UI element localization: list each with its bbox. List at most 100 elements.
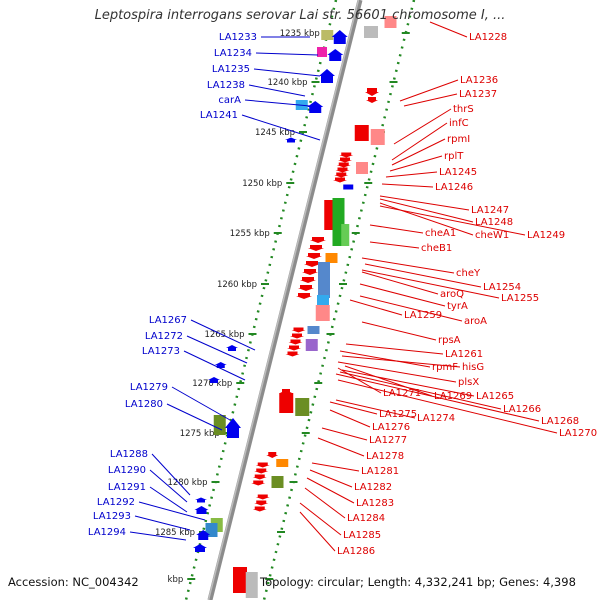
gene-label-minus: aroA (464, 316, 487, 327)
leader-line (190, 319, 256, 351)
gene-label-minus: LA1246 (435, 182, 473, 193)
gene-feature-minus (336, 162, 351, 168)
gene-label-minus: LA1278 (366, 451, 404, 462)
leader-line (339, 371, 502, 410)
gene-label-plus: LA1267 (149, 315, 187, 326)
gene-feature-minus (317, 295, 329, 305)
gene-label-minus: LA1265 (476, 391, 514, 402)
gene-label-minus: LA1284 (347, 513, 385, 524)
leader-line (341, 369, 475, 397)
gene-feature-minus (384, 16, 397, 28)
gene-feature-minus (365, 88, 379, 96)
gene-feature-minus (304, 261, 320, 267)
leader-line (241, 114, 321, 141)
leader-line (299, 502, 342, 536)
leader-line (244, 99, 311, 107)
gene-feature-plus (226, 345, 238, 351)
leader-line (391, 138, 446, 166)
kbp-tick-label: 1285 kbp (155, 528, 195, 538)
gene-label-plus: LA1272 (145, 331, 183, 342)
leader-line (166, 403, 223, 431)
gene-feature-minus (276, 459, 289, 467)
gene-label-minus: LA1270 (559, 428, 597, 439)
leader-line (149, 486, 188, 513)
gene-feature-minus (296, 293, 312, 299)
gene-feature-plus (205, 523, 218, 537)
gene-label-plus: LA1291 (108, 482, 146, 493)
gene-feature-minus (233, 567, 247, 593)
gene-label-minus: plsX (458, 377, 479, 388)
leader-line (317, 437, 365, 457)
gene-feature-minus (335, 167, 350, 173)
leader-line (329, 401, 378, 415)
leader-line (349, 299, 403, 316)
gene-label-minus: LA1249 (527, 230, 565, 241)
gene-label-minus: LA1276 (372, 422, 410, 433)
gene-feature-plus (194, 506, 209, 514)
genome-axis-highlight (207, 0, 360, 601)
gene-feature-minus (307, 326, 320, 334)
gene-feature-minus (302, 269, 318, 275)
gene-feature-minus (356, 162, 368, 174)
leader-line (304, 487, 346, 519)
leader-line (381, 183, 434, 188)
gene-label-plus: LA1273 (142, 346, 180, 357)
gene-feature-minus (333, 177, 347, 183)
leader-line (391, 122, 448, 161)
gene-label-plus: LA1238 (207, 80, 245, 91)
gene-label-minus: tyrA (447, 301, 468, 312)
gene-label-minus: rpmF (432, 362, 458, 373)
leader-line (183, 350, 246, 381)
gene-label-minus: LA1245 (439, 167, 477, 178)
gene-feature-minus (315, 305, 330, 321)
gene-feature-minus (255, 494, 270, 500)
gene-label-plus: LA1294 (88, 527, 126, 538)
leader-line (393, 108, 452, 145)
leader-line (389, 155, 443, 172)
leader-line (186, 335, 248, 364)
accession-label: Accession: NC_004342 (8, 575, 139, 589)
leader-line (361, 271, 439, 295)
leader-line (299, 511, 336, 552)
gene-label-minus: rpsA (438, 335, 461, 346)
gene-feature-minus (291, 327, 306, 333)
leader-line (339, 350, 431, 368)
gene-feature-minus (254, 468, 269, 474)
leader-line (309, 469, 353, 488)
leader-line (379, 198, 474, 223)
kbp-tick-label: 1245 kbp (255, 128, 295, 138)
kbp-tick-label: 1275 kbp (180, 429, 220, 439)
gene-label-minus: LA1286 (337, 546, 375, 557)
leader-line (149, 469, 188, 503)
gene-feature-minus (298, 285, 314, 291)
gene-feature-minus (341, 224, 350, 246)
gene-label-minus: LA1285 (343, 530, 381, 541)
gene-label-plus: LA1293 (93, 511, 131, 522)
leader-line (359, 295, 463, 322)
gene-label-plus: LA1290 (108, 465, 146, 476)
gene-label-minus: cheY (456, 268, 481, 279)
leader-line (129, 531, 187, 541)
gene-feature-plus (317, 47, 327, 57)
leader-line (171, 386, 231, 421)
kbp-tick-label: 1265 kbp (204, 330, 244, 340)
gene-feature-minus (305, 339, 318, 351)
leader-line (311, 462, 360, 472)
gene-feature-minus (364, 26, 378, 38)
gene-label-minus: LA1228 (469, 32, 507, 43)
leader-line (361, 257, 455, 274)
gene-feature-minus (318, 262, 330, 298)
gene-feature-minus (300, 277, 316, 283)
gene-label-plus: LA1288 (110, 449, 148, 460)
gene-label-minus: LA1282 (354, 482, 392, 493)
gene-label-plus: LA1233 (219, 32, 257, 43)
gene-feature-minus (295, 398, 310, 416)
genome-axis (207, 0, 363, 601)
gene-feature-minus (255, 462, 270, 468)
leader-line (379, 195, 470, 211)
leader-line (341, 355, 461, 368)
leader-line (306, 477, 355, 504)
gene-feature-minus (252, 506, 267, 512)
gene-feature-minus (370, 129, 385, 145)
gene-label-minus: LA1247 (471, 205, 509, 216)
